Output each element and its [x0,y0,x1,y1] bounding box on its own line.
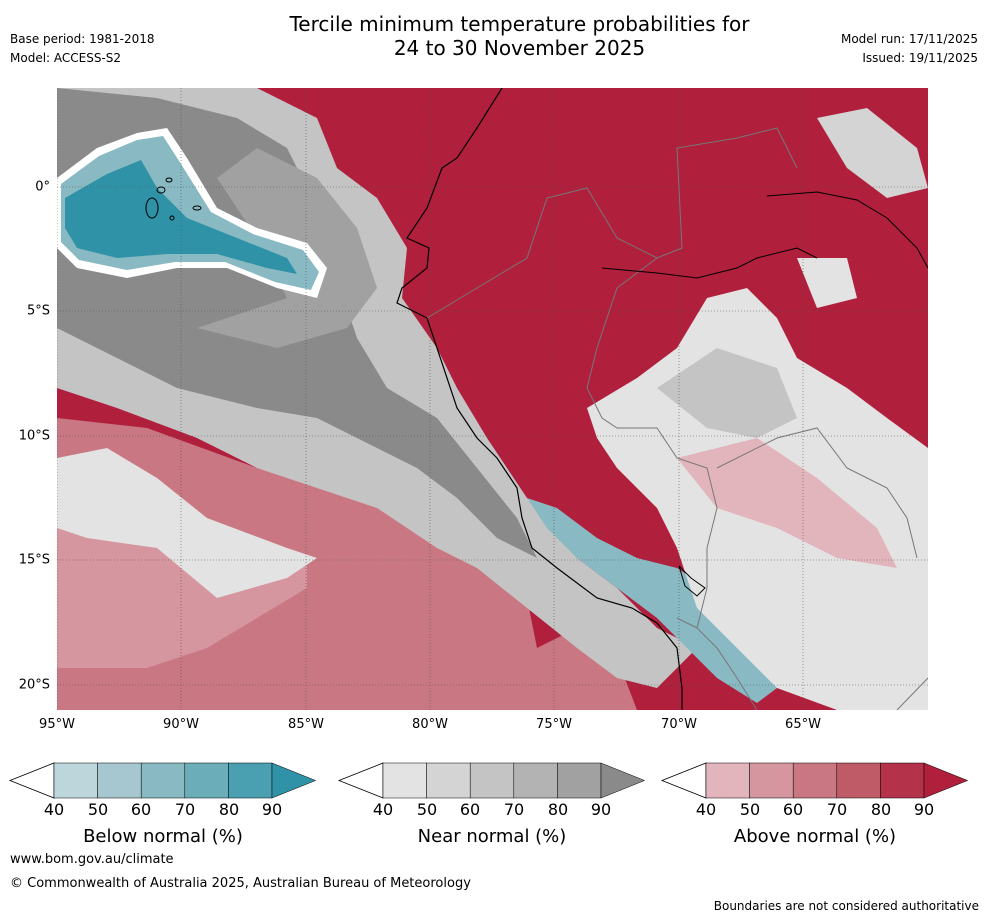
lake-titicaca [678,565,706,597]
lon-label-80w: 80°W [412,717,448,732]
coastline [396,88,683,710]
above-normal-mid-band [57,518,307,668]
cbar2-tick-70: 70 [826,800,848,819]
colorbar-segment [749,762,794,799]
page-title: Tercile minimum temperature probabilitie… [0,12,988,60]
cbar0-tick-50: 50 [87,800,109,819]
lon-label-90w: 90°W [163,717,199,732]
cbar2-tick-40: 40 [695,800,717,819]
colorbar-segment [705,762,750,799]
colorbar-segment [184,762,229,799]
colorbar-segment [792,762,838,799]
above-normal-title: Above normal (%) [733,826,897,847]
colorbar-segment [426,762,471,799]
colorbar-over-arrow [271,762,317,799]
cbar0-tick-70: 70 [174,800,196,819]
graticule [57,88,928,710]
lat-label-0: 0° [35,179,50,195]
boundary-disclaimer: Boundaries are not considered authoritat… [713,899,979,913]
cbar1-tick-40: 40 [372,800,394,819]
colorbar-below-normal-svg [8,762,317,799]
near-normal-southwest-region [57,448,317,598]
colorbar-above-normal [660,762,969,799]
cbar0-tick-60: 60 [130,800,152,819]
cbar2-tick-80: 80 [870,800,892,819]
colorbar-segment [513,762,558,799]
title-line-2: 24 to 30 November 2025 [393,36,646,60]
lat-label-5s: 5°S [26,303,50,319]
colorbar-near-normal-svg [337,762,646,799]
colorbar-segment [97,762,142,799]
lon-label-75w: 75°W [536,717,572,732]
lon-label-70w: 70°W [661,717,697,732]
base-period-label: Base period: 1981-2018 [10,32,155,46]
colorbar-segment [53,762,98,799]
lon-label-95w: 95°W [39,717,75,732]
colorbar-segment [557,762,602,799]
near-normal-inland-darker [657,348,797,438]
model-run-label: Model run: 17/11/2025 [840,32,978,46]
cbar2-tick-50: 50 [739,800,761,819]
lat-label-20s: 20°S [18,677,50,693]
lon-label-65w: 65°W [785,717,821,732]
probability-map [57,88,928,710]
issued-label: Issued: 19/11/2025 [862,51,978,65]
colorbar-near-normal [337,762,646,799]
lat-label-15s: 15°S [18,552,50,568]
copyright-text: © Commonwealth of Australia 2025, Austra… [10,876,471,891]
cbar0-tick-80: 80 [218,800,240,819]
colorbar-segment [836,762,881,799]
near-normal-northeast-region [817,108,928,198]
colorbar-above-normal-svg [660,762,969,799]
colorbar-below-normal [8,762,317,799]
below-normal-coastal-strip [527,498,777,703]
cbar2-tick-60: 60 [782,800,804,819]
lon-label-85w: 85°W [288,717,324,732]
below-normal-title: Below normal (%) [83,826,243,847]
colorbar-over-arrow [600,762,646,799]
colorbar-segment [880,762,925,799]
cbar0-tick-90: 90 [261,800,283,819]
near-normal-title: Near normal (%) [417,826,567,847]
above-normal-light-inland [677,438,897,568]
title-line-1: Tercile minimum temperature probabilitie… [289,12,750,36]
cbar1-tick-80: 80 [547,800,569,819]
cbar1-tick-50: 50 [416,800,438,819]
colorbar-segment [382,762,427,799]
colorbar-segment [469,762,515,799]
colorbar-under-arrow [660,762,707,799]
cbar1-tick-70: 70 [503,800,525,819]
galapagos-islands [145,177,202,221]
cbar0-tick-40: 40 [43,800,65,819]
country-borders [426,127,928,710]
northeast-coastline [601,191,928,279]
colorbar-over-arrow [923,762,969,799]
lat-label-10s: 10°S [18,428,50,444]
cbar1-tick-60: 60 [459,800,481,819]
cbar2-tick-90: 90 [913,800,935,819]
colorbar-segment [140,762,186,799]
cbar1-tick-90: 90 [590,800,612,819]
model-label: Model: ACCESS-S2 [10,51,122,65]
colorbar-under-arrow [337,762,384,799]
near-normal-central-east [797,258,857,308]
colorbar-segment [228,762,273,799]
website-link[interactable]: www.bom.gov.au/climate [10,852,174,867]
colorbar-under-arrow [8,762,55,799]
